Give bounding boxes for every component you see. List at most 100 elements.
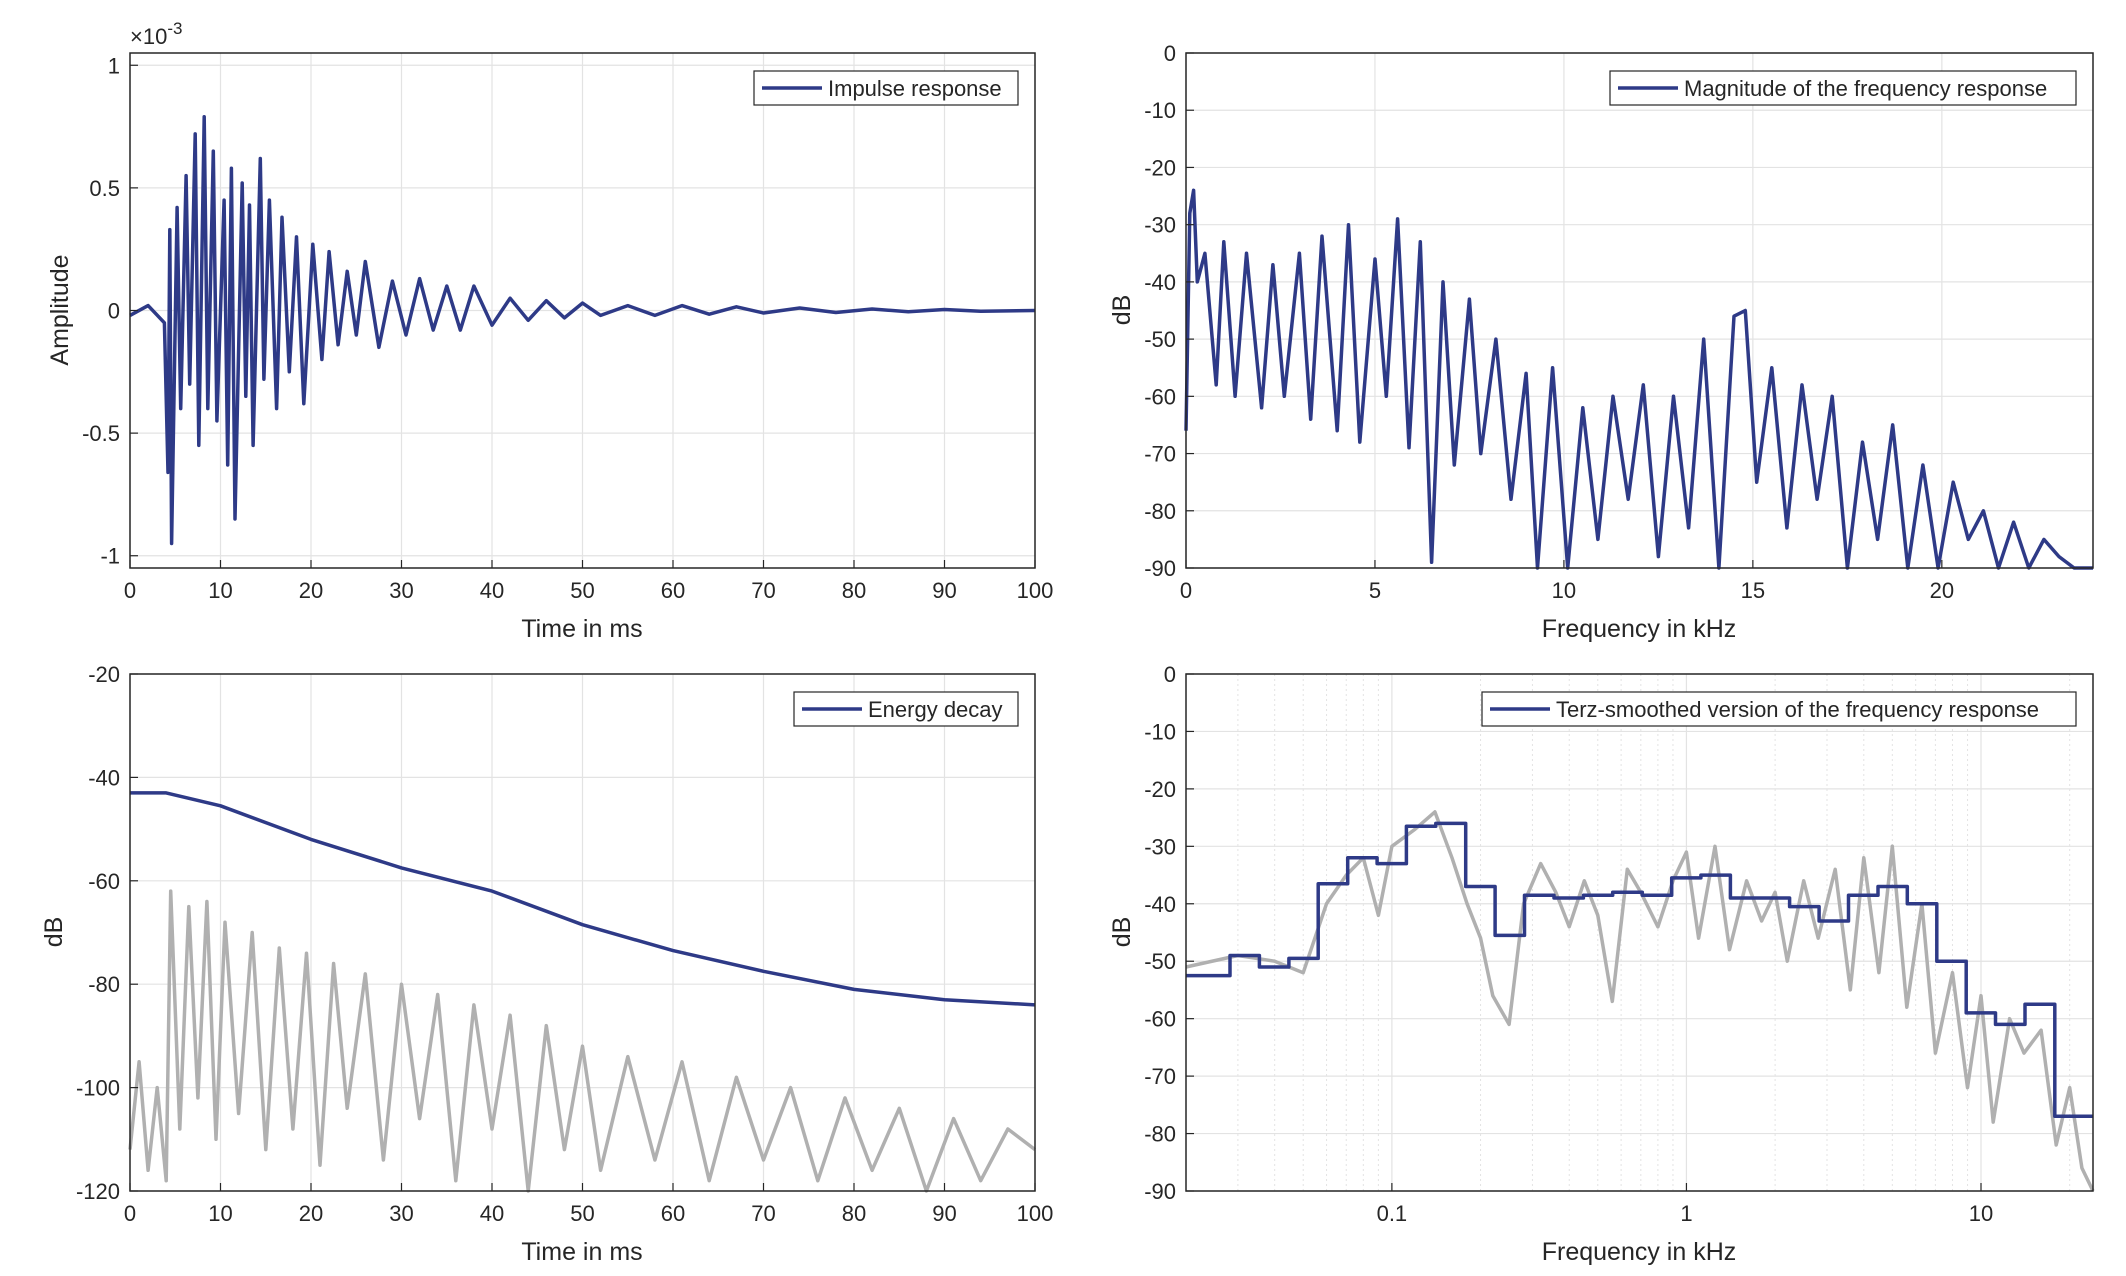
terz-series-1-line xyxy=(1186,821,2093,1119)
impulse-xlabel: Time in ms xyxy=(521,615,642,643)
energy-xlabel: Time in ms xyxy=(521,1238,642,1266)
magnitude-series xyxy=(1184,188,2093,570)
magnitude-xtick-label: 0 xyxy=(1180,578,1192,603)
impulse-xtick-label: 70 xyxy=(751,578,775,603)
terz-plot-area xyxy=(1186,674,2093,1191)
energy-xtick-label: 50 xyxy=(570,1201,594,1226)
impulse-xtick-label: 0 xyxy=(124,578,136,603)
impulse-ytick-label: 0 xyxy=(108,299,120,324)
magnitude-xtick-label: 5 xyxy=(1369,578,1381,603)
terz-ytick-label: -30 xyxy=(1144,834,1176,859)
energy-panel: 0 10 20 30 40 50 60 70 80 90 100 -20 -40 -60 -80 -100 -1… xyxy=(40,662,1053,1266)
magnitude-ytick-label: -50 xyxy=(1144,327,1176,352)
terz-axes-box xyxy=(1185,673,2094,1192)
impulse-xtick-label: 40 xyxy=(480,578,504,603)
magnitude-series-0-line xyxy=(1184,188,2093,570)
impulse-ticks: 0 10 20 30 40 50 60 70 80 90 100 -1 -0.5 0 0.5 1 xyxy=(82,53,1053,603)
terz-series xyxy=(1185,810,2095,1192)
energy-ticks: 0 10 20 30 40 50 60 70 80 90 100 -20 -40 -60 -80 -100 -1… xyxy=(76,662,1053,1226)
energy-legend-label: Energy decay xyxy=(868,697,1003,722)
magnitude-xlabel: Frequency in kHz xyxy=(1542,615,1737,643)
magnitude-legend-box xyxy=(1609,70,2077,106)
magnitude-xtick-label: 15 xyxy=(1741,578,1765,603)
terz-xtick-label: 0.1 xyxy=(1377,1201,1408,1226)
terz-ytick-label: -20 xyxy=(1144,777,1176,802)
impulse-exponent-power: -3 xyxy=(167,19,182,38)
impulse-series xyxy=(129,115,1036,546)
impulse-ytick-label: -1 xyxy=(100,544,120,569)
impulse-ytick-label: 0.5 xyxy=(89,176,120,201)
energy-ytick-label: -120 xyxy=(76,1179,120,1204)
magnitude-ytick-label: -80 xyxy=(1144,499,1176,524)
terz-ytick-label: 0 xyxy=(1164,662,1176,687)
energy-xtick-label: 70 xyxy=(751,1201,775,1226)
energy-xtick-label: 60 xyxy=(661,1201,685,1226)
magnitude-xtick-label: 10 xyxy=(1552,578,1576,603)
terz-panel: 0.1 1 10 0 -10 -20 -30 -40 -50 -60 -70 -80 -90 Frequ… xyxy=(1108,662,2095,1266)
impulse-xtick-label: 80 xyxy=(842,578,866,603)
energy-xtick-label: 20 xyxy=(299,1201,323,1226)
terz-xtick-label: 1 xyxy=(1680,1201,1692,1226)
impulse-series-0-line xyxy=(129,115,1036,546)
terz-legend: Terz-smoothed version of the frequency r… xyxy=(1481,691,2077,727)
terz-ytick-label: -60 xyxy=(1144,1007,1176,1032)
terz-legend-box xyxy=(1481,691,2077,727)
magnitude-ticks: 0 5 10 15 20 0 -10 -20 -30 -40 -50 -60 -70 -80 -90 xyxy=(1144,41,1954,603)
energy-ytick-label: -20 xyxy=(88,662,120,687)
terz-ytick-label: -80 xyxy=(1144,1122,1176,1147)
impulse-legend: Impulse response xyxy=(753,70,1019,106)
impulse-legend-label: Impulse response xyxy=(828,76,1002,101)
energy-xtick-label: 40 xyxy=(480,1201,504,1226)
energy-series-0-line xyxy=(128,889,1037,1193)
magnitude-ytick-label: -60 xyxy=(1144,384,1176,409)
impulse-xtick-label: 20 xyxy=(299,578,323,603)
energy-ytick-label: -100 xyxy=(76,1076,120,1101)
magnitude-ylabel: dB xyxy=(1108,295,1136,326)
energy-xtick-label: 10 xyxy=(208,1201,232,1226)
magnitude-ytick-label: -30 xyxy=(1144,213,1176,238)
energy-series xyxy=(128,791,1037,1193)
impulse-ylabel: Amplitude xyxy=(46,254,74,365)
energy-legend: Energy decay xyxy=(793,691,1019,727)
terz-xlabel: Frequency in kHz xyxy=(1542,1238,1737,1266)
energy-ylabel: dB xyxy=(40,917,68,948)
impulse-ytick-label: 1 xyxy=(108,53,120,78)
impulse-xtick-label: 60 xyxy=(661,578,685,603)
magnitude-ytick-label: -20 xyxy=(1144,155,1176,180)
magnitude-ytick-label: 0 xyxy=(1164,41,1176,66)
impulse-xtick-label: 90 xyxy=(932,578,956,603)
energy-xtick-label: 100 xyxy=(1017,1201,1054,1226)
magnitude-ytick-label: -70 xyxy=(1144,442,1176,467)
energy-ytick-label: -40 xyxy=(88,765,120,790)
magnitude-ytick-label: -40 xyxy=(1144,270,1176,295)
impulse-ytick-label: -0.5 xyxy=(82,421,120,446)
magnitude-xtick-label: 20 xyxy=(1930,578,1954,603)
energy-ytick-label: -80 xyxy=(88,972,120,997)
terz-ytick-label: -90 xyxy=(1144,1179,1176,1204)
energy-xtick-label: 90 xyxy=(932,1201,956,1226)
impulse-xtick-label: 100 xyxy=(1017,578,1054,603)
magnitude-ytick-label: -90 xyxy=(1144,556,1176,581)
terz-ytick-label: -40 xyxy=(1144,892,1176,917)
impulse-xtick-label: 30 xyxy=(389,578,413,603)
impulse-exponent-label: ×10-3 xyxy=(130,19,182,49)
terz-ylabel: dB xyxy=(1108,917,1136,948)
magnitude-legend: Magnitude of the frequency response xyxy=(1609,70,2077,106)
impulse-exponent-base: ×10 xyxy=(130,24,167,49)
impulse-xtick-label: 50 xyxy=(570,578,594,603)
terz-ytick-label: -10 xyxy=(1144,719,1176,744)
terz-xtick-label: 10 xyxy=(1969,1201,1993,1226)
impulse-xtick-label: 10 xyxy=(208,578,232,603)
magnitude-panel: 0 5 10 15 20 0 -10 -20 -30 -40 -50 -60 -70 -80 -90 Fre… xyxy=(1108,41,2094,643)
magnitude-ytick-label: -10 xyxy=(1144,98,1176,123)
energy-series-1-line xyxy=(130,791,1036,1007)
terz-ticks: 0.1 1 10 0 -10 -20 -30 -40 -50 -60 -70 -80 -90 xyxy=(1144,662,1993,1226)
terz-ytick-label: -70 xyxy=(1144,1064,1176,1089)
magnitude-axes-box xyxy=(1185,52,2094,569)
impulse-panel: 0 10 20 30 40 50 60 70 80 90 100-1-0.500.51 ×10-3 … xyxy=(46,19,1053,643)
terz-ytick-label: -50 xyxy=(1144,949,1176,974)
energy-xtick-label: 80 xyxy=(842,1201,866,1226)
magnitude-legend-label: Magnitude of the frequency response xyxy=(1684,76,2047,101)
energy-ytick-label: -60 xyxy=(88,869,120,894)
